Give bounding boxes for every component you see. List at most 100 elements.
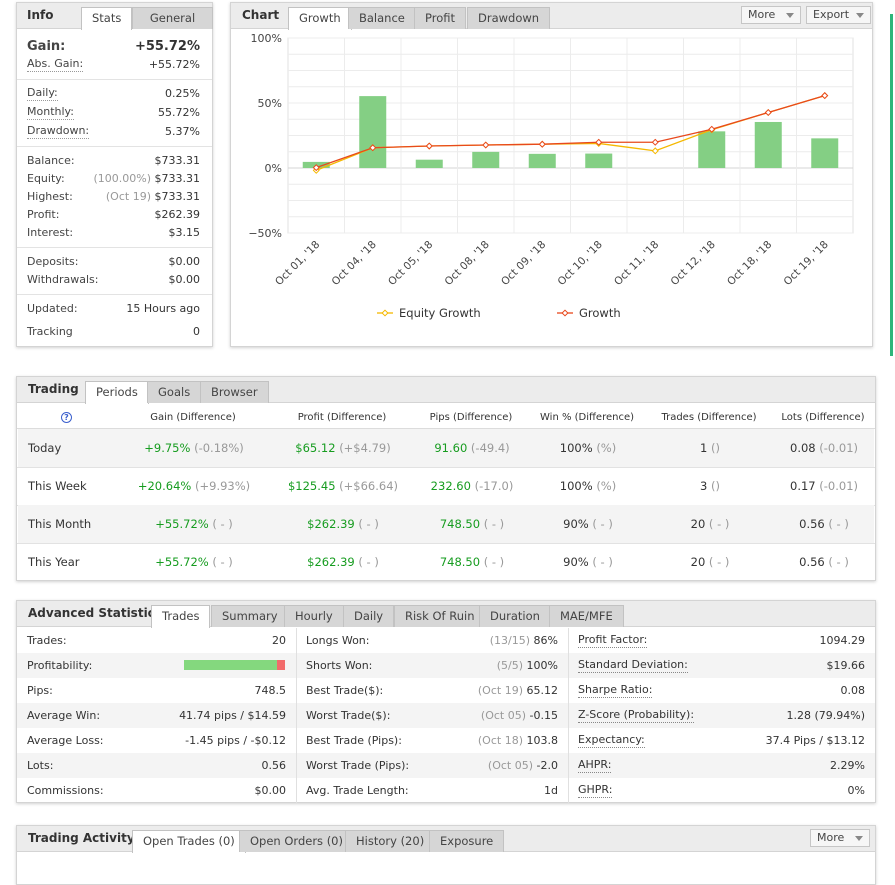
tab-general[interactable]: General <box>132 7 213 29</box>
series-point <box>369 144 377 152</box>
tab-open-orders[interactable]: Open Orders (0) <box>239 830 354 852</box>
stat-value: -2.0 <box>536 759 558 772</box>
table-header-row: ? Gain (Difference) Profit (Difference) … <box>17 408 875 428</box>
tab-drawdown[interactable]: Drawdown <box>467 7 551 29</box>
pips-value: 232.60 <box>430 479 471 493</box>
stat-label: Best Trade (Pips): <box>306 734 402 747</box>
lots-cell: 0.08 (-0.01) <box>790 429 858 467</box>
gain-cell: +55.72% ( - ) <box>155 505 233 543</box>
x-tick-label: Oct 10, '18 <box>556 239 605 288</box>
x-tick-label: Oct 18, '18 <box>725 239 774 288</box>
win-value: 100% <box>559 479 593 493</box>
stat-value: 1.28 (79.94%) <box>786 709 865 722</box>
x-tick-label: Oct 09, '18 <box>499 239 548 288</box>
info-panel-header: Info Stats General <box>17 3 213 30</box>
table-row: This Year +55.72% ( - ) $262.39 ( - ) 748.5… <box>18 543 874 581</box>
more-dropdown[interactable]: More <box>741 6 801 24</box>
stat-label[interactable]: GHPR: <box>578 783 613 798</box>
stat-value-group: (Oct 05) -2.0 <box>488 753 558 778</box>
stat-note: (13/15) <box>489 634 531 647</box>
tab-daily[interactable]: Daily <box>343 605 395 627</box>
tab-growth[interactable]: Growth <box>288 7 352 30</box>
stat-value-group: 1.28 (79.94%) <box>786 703 865 728</box>
tab-profit[interactable]: Profit <box>414 7 466 29</box>
stat-label[interactable]: AHPR: <box>578 758 612 773</box>
tab-balance[interactable]: Balance <box>348 7 416 29</box>
legend-label: Growth <box>579 306 621 320</box>
help-icon[interactable]: ? <box>61 412 72 423</box>
y-tick-label: 100% <box>251 32 282 45</box>
stat-row: Commissions: $0.00 <box>17 778 296 803</box>
profit-cell: $125.45 (+$66.64) <box>288 467 398 505</box>
header-lots: Lots (Difference) <box>781 412 865 423</box>
tab-browser[interactable]: Browser <box>200 381 269 403</box>
stat-value-group: 748.5 <box>255 678 287 703</box>
legend-item[interactable]: Growth <box>557 306 621 320</box>
stat-row: Best Trade($): (Oct 19) 65.12 <box>296 678 568 703</box>
legend-item[interactable]: Equity Growth <box>377 306 481 320</box>
stat-value: $19.66 <box>826 659 866 672</box>
daily-row: Daily: 0.25% <box>27 85 200 103</box>
stat-value: 1d <box>544 784 558 797</box>
lots-value: 0.17 <box>790 479 816 493</box>
stat-row: Best Trade (Pips): (Oct 18) 103.8 <box>296 728 568 753</box>
stat-row: Average Loss: -1.45 pips / -$0.12 <box>17 728 296 753</box>
win-difference: (%) <box>596 479 617 493</box>
interest-row: Interest: $3.15 <box>27 224 200 242</box>
tab-periods[interactable]: Periods <box>85 381 149 404</box>
divider <box>17 294 212 295</box>
tab-history[interactable]: History (20) <box>345 830 436 852</box>
tab-summary[interactable]: Summary <box>211 605 289 627</box>
y-tick-label: −50% <box>248 227 282 240</box>
monthly-label[interactable]: Monthly: <box>27 105 74 120</box>
stat-label[interactable]: Sharpe Ratio: <box>578 683 653 698</box>
series-point <box>708 125 716 133</box>
stat-label[interactable]: Profit Factor: <box>578 633 648 648</box>
stat-row: Z-Score (Probability): 1.28 (79.94%) <box>568 703 875 728</box>
deposits-label: Deposits: <box>27 255 79 268</box>
tab-duration[interactable]: Duration <box>479 605 551 627</box>
tab-risk-of-ruin[interactable]: Risk Of Ruin <box>394 605 486 627</box>
stat-label[interactable]: Expectancy: <box>578 733 645 748</box>
profit-difference: ( - ) <box>358 555 379 569</box>
x-tick-label: Oct 08, '18 <box>443 239 492 288</box>
stat-label[interactable]: Z-Score (Probability): <box>578 708 695 723</box>
updated-value: 15 Hours ago <box>126 302 200 315</box>
table-row: Today +9.75% (-0.18%) $65.12 (+$4.79) 91.60… <box>18 429 874 467</box>
stat-value: 20 <box>272 634 286 647</box>
tab-open-trades[interactable]: Open Trades (0) <box>132 830 246 853</box>
stat-label[interactable]: Standard Deviation: <box>578 658 688 673</box>
pips-value: 91.60 <box>434 441 468 455</box>
highest-date: (Oct 19) <box>105 190 151 203</box>
stat-label: Shorts Won: <box>306 659 373 672</box>
stat-value: 86% <box>533 634 558 647</box>
trades-cell: 20 ( - ) <box>691 543 730 581</box>
activity-more-dropdown[interactable]: More <box>810 829 870 847</box>
tab-mae-mfe[interactable]: MAE/MFE <box>549 605 624 627</box>
tab-goals[interactable]: Goals <box>147 381 202 403</box>
chevron-down-icon <box>786 13 794 18</box>
stat-row: Lots: 0.56 <box>17 753 296 778</box>
abs-gain-label[interactable]: Abs. Gain: <box>27 57 84 72</box>
stat-row: Avg. Trade Length: 1d <box>296 778 568 803</box>
profit-cell: $262.39 ( - ) <box>307 505 379 543</box>
profit-value: $262.39 <box>307 517 355 531</box>
stat-row: Pips: 748.5 <box>17 678 296 703</box>
tab-exposure[interactable]: Exposure <box>429 830 505 852</box>
divider <box>17 467 875 468</box>
export-dropdown[interactable]: Export <box>806 6 871 24</box>
gain-difference: (-0.18%) <box>194 441 244 455</box>
tab-hourly[interactable]: Hourly <box>284 605 344 627</box>
chevron-down-icon <box>856 13 864 18</box>
tab-stats[interactable]: Stats <box>81 7 133 30</box>
equity-value-group: (100.00%) $733.31 <box>93 170 200 188</box>
stat-value-group: $0.00 <box>255 778 287 803</box>
period-label: This Year <box>28 555 80 569</box>
stat-row: GHPR: 0% <box>568 778 875 803</box>
drawdown-label[interactable]: Drawdown: <box>27 124 90 139</box>
daily-label[interactable]: Daily: <box>27 86 58 101</box>
gain-value: +55.72% <box>155 517 209 531</box>
tab-trades[interactable]: Trades <box>151 605 211 628</box>
x-tick-label: Oct 05, '18 <box>386 239 435 288</box>
profit-value: $125.45 <box>287 479 336 493</box>
